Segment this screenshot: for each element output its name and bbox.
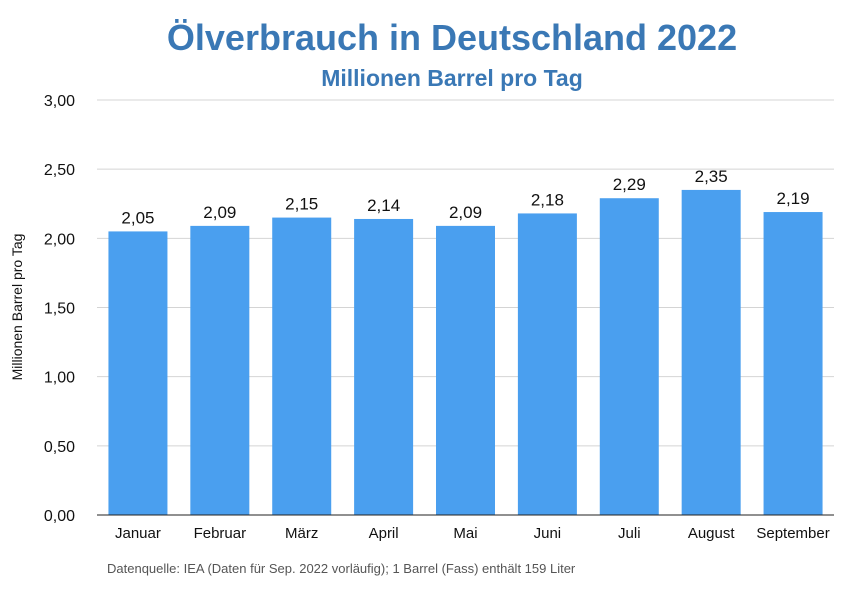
y-tick-label: 2,50 [44,162,75,179]
x-tick-label: Mai [453,525,477,542]
x-tick-label: Juni [534,525,562,542]
chart-subtitle: Millionen Barrel pro Tag [321,65,583,91]
data-label: 2,15 [285,195,318,214]
x-tick-label: Januar [115,525,161,542]
data-label: 2,14 [367,196,400,215]
y-tick-label: 3,00 [44,93,75,110]
y-axis-ticks: 0,00 0,50 1,00 1,50 2,00 2,50 3,00 [44,93,75,525]
data-label: 2,09 [203,203,236,222]
data-labels: 2,05 2,09 2,15 2,14 2,09 2,18 2,29 2,35 2,19 [121,167,809,228]
data-label: 2,19 [777,189,810,208]
x-tick-label: April [369,525,399,542]
bars [108,189,823,516]
y-tick-label: 1,50 [44,301,75,318]
bar [681,189,741,515]
y-tick-label: 0,50 [44,439,75,456]
bar [599,198,659,515]
x-tick-label: August [688,525,736,542]
y-tick-label: 1,00 [44,370,75,387]
x-axis-ticks: Januar Februar März April Mai Juni Juli August S… [115,525,830,542]
data-label: 2,35 [695,167,728,186]
y-axis-label: Millionen Barrel pro Tag [9,234,25,381]
bar [108,231,168,515]
y-tick-label: 0,00 [44,508,75,525]
x-tick-label: Februar [194,525,247,542]
bar [354,218,414,515]
data-label: 2,29 [613,175,646,194]
x-tick-label: März [285,525,318,542]
chart-title: Ölverbrauch in Deutschland 2022 [167,17,737,58]
x-tick-label: September [756,525,829,542]
data-label: 2,18 [531,190,564,209]
data-label: 2,05 [121,208,154,227]
source-note: Datenquelle: IEA (Daten für Sep. 2022 vo… [107,561,576,576]
bar [190,225,250,515]
y-tick-label: 2,00 [44,231,75,248]
bar [517,213,577,515]
bar [436,225,495,515]
x-tick-label: Juli [618,525,641,542]
data-label: 2,09 [449,203,482,222]
bar [272,217,332,516]
bar [763,212,823,516]
